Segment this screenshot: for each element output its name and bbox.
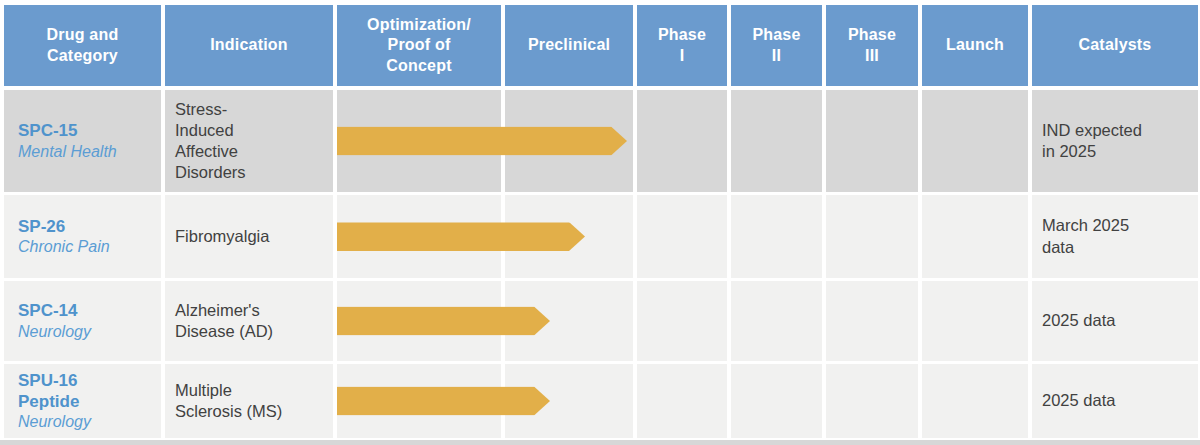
pipeline-row-spc-15: SPC-15 Mental Health Stress- Induced Aff…: [4, 90, 1200, 192]
progress-arrow: [337, 307, 550, 336]
catalyst-cell: 2025 data: [1032, 364, 1198, 438]
progress-arrow: [337, 127, 627, 156]
drug-name: SPU-16 Peptide: [18, 370, 157, 413]
stage-cell-phase-2: [731, 364, 822, 438]
stage-cell-phase-2: [731, 90, 822, 192]
drug-category: Chronic Pain: [18, 237, 157, 257]
drug-name: SPC-14: [18, 300, 157, 321]
stage-cell-launch: [922, 364, 1028, 438]
column-header-phase-2: Phase II: [731, 5, 822, 86]
column-header-indication: Indication: [165, 5, 333, 86]
stage-cell-launch: [922, 281, 1028, 361]
drug-name: SPC-15: [18, 120, 157, 141]
drug-cell: SPC-14 Neurology: [4, 281, 161, 361]
stage-cell-launch: [922, 90, 1028, 192]
column-header-optimization-proof-of-concept: Optimization/ Proof of Concept: [337, 5, 501, 86]
pipeline-row-spc-14: SPC-14 Neurology Alzheimer's Disease (AD…: [4, 281, 1200, 361]
stage-cell-phase-1: [637, 281, 727, 361]
stage-cell-phase-2: [731, 281, 822, 361]
column-header-preclinical: Preclinical: [505, 5, 633, 86]
indication-cell: Fibromyalgia: [165, 195, 333, 278]
stage-cell-phase-3: [826, 364, 918, 438]
indication-cell: Stress- Induced Affective Disorders: [165, 90, 333, 192]
table-header-row: Drug and Category Indication Optimizatio…: [4, 5, 1200, 86]
stage-cell-phase-1: [637, 364, 727, 438]
drug-name: SP-26: [18, 216, 157, 237]
indication-cell: Alzheimer's Disease (AD): [165, 281, 333, 361]
drug-cell: SPC-15 Mental Health: [4, 90, 161, 192]
drug-category: Neurology: [18, 322, 157, 342]
stage-cell-launch: [922, 195, 1028, 278]
catalyst-cell: 2025 data: [1032, 281, 1198, 361]
column-header-catalysts: Catalysts: [1032, 5, 1198, 86]
drug-category: Mental Health: [18, 142, 157, 162]
progress-arrow: [337, 222, 585, 251]
stage-cell-phase-2: [731, 195, 822, 278]
stage-cell-phase-3: [826, 90, 918, 192]
stage-cell-phase-3: [826, 195, 918, 278]
column-header-phase-3: Phase III: [826, 5, 918, 86]
progress-arrow: [337, 387, 550, 416]
drug-category: Neurology: [18, 412, 157, 432]
drug-pipeline-table: Drug and Category Indication Optimizatio…: [0, 0, 1200, 445]
cutoff-next-row-strip: [0, 440, 1200, 445]
column-header-drug-category: Drug and Category: [4, 5, 161, 86]
indication-cell: Multiple Sclerosis (MS): [165, 364, 333, 438]
catalyst-cell: IND expected in 2025: [1032, 90, 1198, 192]
stage-cell-phase-1: [637, 195, 727, 278]
stage-cell-phase-3: [826, 281, 918, 361]
column-header-phase-1: Phase I: [637, 5, 727, 86]
column-header-launch: Launch: [922, 5, 1028, 86]
catalyst-cell: March 2025 data: [1032, 195, 1198, 278]
drug-cell: SPU-16 Peptide Neurology: [4, 364, 161, 438]
pipeline-row-sp-26: SP-26 Chronic Pain Fibromyalgia March 20…: [4, 195, 1200, 278]
pipeline-row-spu-16: SPU-16 Peptide Neurology Multiple Sclero…: [4, 364, 1200, 438]
stage-cell-phase-1: [637, 90, 727, 192]
drug-cell: SP-26 Chronic Pain: [4, 195, 161, 278]
